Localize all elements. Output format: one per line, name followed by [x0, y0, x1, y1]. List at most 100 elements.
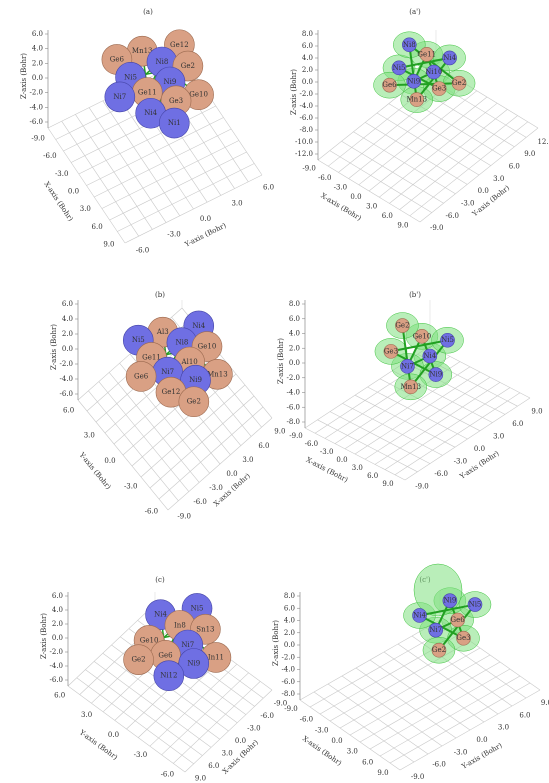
atom-label: Ni7 [181, 641, 194, 649]
axis-tick-label: -9.0 [430, 224, 444, 232]
atom-label: Ge2 [187, 398, 201, 406]
z-tick-label: -12.0 [295, 150, 313, 158]
axis-tick-label: 6.0 [258, 442, 269, 450]
axis-tick-label: 3.0 [493, 432, 504, 440]
z-tick-label: 4.0 [302, 54, 313, 62]
z-tick-label: 6.0 [284, 604, 295, 612]
atom-label: Ge2 [131, 656, 145, 664]
atom-label: Ni5 [393, 64, 406, 72]
axis-title: Y-axis (Bohr) [183, 221, 228, 249]
axis-tick-label: 6.0 [92, 223, 103, 231]
atom-label: Ge6 [382, 81, 397, 89]
atom-label: Ni5 [124, 73, 137, 81]
z-axis-title: Z-axis (Bohr) [277, 338, 285, 384]
z-tick-label: -6.0 [287, 403, 301, 411]
atom-label: Ge12 [170, 41, 189, 49]
axis-tick-label: 6.0 [208, 762, 219, 770]
grid-line [125, 175, 262, 243]
atom-label: Ni8 [403, 41, 416, 49]
axis-tick-label: 3.0 [347, 748, 358, 756]
atom-label: Ge6 [110, 55, 125, 63]
z-tick-label: -2.0 [50, 648, 64, 656]
atom-label: Ge2 [395, 322, 409, 330]
z-tick-label: 8.0 [289, 300, 300, 308]
z-tick-label: -4.0 [300, 102, 314, 110]
z-tick-label: -6.0 [50, 676, 64, 684]
axis-tick-label: 0.0 [476, 736, 487, 744]
atom-label: Ni7 [113, 93, 126, 101]
z-tick-label: -4.0 [282, 666, 296, 674]
z-tick-label: 2.0 [284, 629, 295, 637]
axis-tick-label: 0.0 [331, 737, 342, 745]
z-tick-label: 0.0 [52, 634, 63, 642]
axis-tick-label: 0.0 [104, 457, 115, 465]
atom-label: In11 [208, 653, 224, 661]
axis-tick-label: 0.0 [68, 188, 79, 196]
z-axis-title: Z-axis (Bohr) [50, 324, 58, 370]
atom-label: Ni5 [191, 604, 204, 612]
panel-label: (b) [155, 291, 165, 299]
axis-tick-label: -3.0 [315, 726, 329, 734]
z-tick-label: 0.0 [289, 359, 300, 367]
axis-tick-label: -6.0 [136, 246, 150, 254]
axis-tick-label: -3.0 [124, 482, 138, 490]
axis-tick-label: 0.0 [108, 731, 119, 739]
atom-label: Ni9 [429, 371, 442, 379]
z-tick-label: 4.0 [62, 315, 73, 323]
axis-tick-label: 9.0 [382, 480, 393, 488]
axis-tick-label: 0.0 [478, 187, 489, 195]
axis-tick-label: 6.0 [63, 406, 74, 414]
axis-tick-label: 3.0 [231, 199, 242, 207]
z-tick-label: -4.0 [287, 389, 301, 397]
z-axis-title: Z-axis (Bohr) [290, 69, 298, 115]
z-tick-label: 0.0 [284, 641, 295, 649]
z-tick-label: 6.0 [289, 315, 300, 323]
z-tick-label: -6.0 [60, 390, 74, 398]
atom-label: Ge6 [134, 372, 149, 380]
atom-label: In8 [174, 621, 186, 629]
axis-tick-label: -3.0 [454, 748, 468, 756]
axis-tick-label: -3.0 [134, 751, 148, 759]
atom-label: Ge2 [432, 646, 446, 654]
z-tick-label: 6.0 [32, 30, 43, 38]
axis-tick-label: -6.0 [434, 470, 448, 478]
atom-label: Ge3 [384, 347, 398, 355]
z-tick-label: -10.0 [295, 138, 313, 146]
panel: 6.04.02.00.0-2.0-4.0-6.0Z-axis (Bohr)-9.… [20, 8, 274, 254]
z-axis-title: Z-axis (Bohr) [20, 53, 28, 99]
axis-tick-label: 6.0 [512, 420, 523, 428]
atom-label: Ge10 [198, 343, 217, 351]
axis-tick-label: -6.0 [193, 498, 207, 506]
z-tick-label: 2.0 [52, 620, 63, 628]
atom-label: Ge12 [162, 388, 181, 396]
atom-label: Ge10 [189, 91, 208, 99]
z-tick-label: -6.0 [282, 678, 296, 686]
z-axis-title: Z-axis (Bohr) [272, 620, 280, 666]
axis-tick-label: -3.0 [461, 200, 475, 208]
atom-label: Ni5 [441, 336, 454, 344]
z-tick-label: 4.0 [284, 617, 295, 625]
atom-label: Ni4 [144, 109, 157, 117]
atom-label: Ni7 [161, 368, 174, 376]
z-tick-label: -8.0 [282, 690, 296, 698]
z-tick-label: 6.0 [52, 592, 63, 600]
axis-tick-label: -3.0 [320, 448, 334, 456]
axis-tick-label: 6.0 [362, 758, 373, 766]
axis-tick-label: -3.0 [334, 183, 348, 191]
axis-tick-label: 6.0 [519, 711, 530, 719]
axis-tick-label: -6.0 [318, 174, 332, 182]
atom-label: Ge2 [181, 62, 195, 70]
z-tick-label: -6.0 [30, 118, 44, 126]
atom-label: Ni10 [425, 68, 442, 76]
atom-label: Ge10 [140, 636, 159, 644]
z-tick-label: -2.0 [282, 653, 296, 661]
atom-label: Ni7 [429, 626, 442, 634]
axis-tick-label: 3.0 [84, 432, 95, 440]
axis-tick-label: -6.0 [161, 771, 175, 779]
z-tick-label: 0.0 [302, 78, 313, 86]
axis-tick-label: 3.0 [222, 750, 233, 758]
atom-label: Ni9 [164, 78, 177, 86]
z-tick-label: 6.0 [62, 300, 73, 308]
atom-label: Ge11 [138, 88, 157, 96]
grid-line [117, 164, 254, 232]
